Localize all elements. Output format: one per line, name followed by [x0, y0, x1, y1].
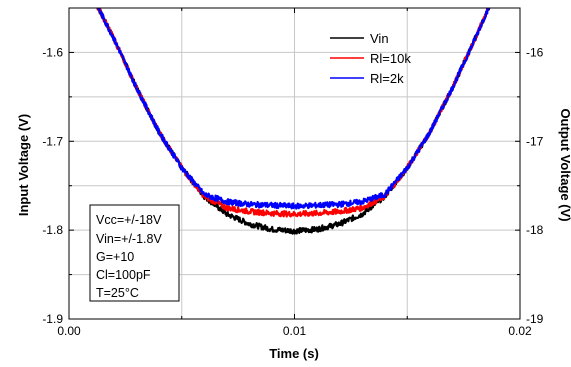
y-left-tick-label: -1.9: [42, 312, 63, 326]
data-point: [474, 38, 476, 40]
data-point: [226, 201, 228, 203]
data-point: [361, 201, 363, 203]
x-tick-label: 0.00: [57, 324, 81, 338]
data-point: [451, 87, 453, 89]
condition-vin: Vin=+/-1.8V: [96, 232, 162, 246]
data-point: [248, 223, 250, 225]
data-point: [203, 194, 205, 196]
y-axis-left-title: Input Voltage (V): [16, 114, 31, 216]
data-point: [406, 167, 408, 169]
data-point: [271, 228, 273, 230]
data-point: [293, 213, 296, 215]
condition-vcc: Vcc=+/-18V: [96, 213, 162, 227]
data-point: [316, 228, 318, 230]
legend-label: Rl=10k: [370, 51, 411, 66]
y-left-tick-label: -1.8: [42, 223, 63, 237]
data-point: [361, 213, 363, 215]
x-tick-label: 0.01: [283, 324, 307, 338]
data-point: [339, 223, 341, 225]
condition-load-cap: Cl=100pF: [96, 268, 151, 282]
data-point: [316, 212, 318, 214]
x-tick-label: 0.02: [508, 324, 532, 338]
series-layer: [95, 8, 491, 235]
data-point: [339, 203, 341, 205]
data-point: [248, 210, 250, 213]
condition-temperature: T=25°C: [96, 286, 139, 300]
ticks: 0.00 0.01 0.02 -1.6 -1.7 -1.8 -1.9 -16 -17 -18 -19: [42, 8, 544, 338]
data-point: [181, 167, 183, 169]
series-line-rl-10k: [96, 8, 490, 218]
x-axis-title: Time (s): [269, 346, 319, 361]
legend-label: Rl=2k: [370, 71, 404, 86]
y-right-tick-label: -16: [526, 45, 544, 59]
legend: Vin Rl=10k Rl=2k: [330, 31, 411, 86]
y-right-tick-label: -19: [526, 312, 544, 326]
data-point: [271, 212, 273, 214]
data-point: [429, 131, 431, 133]
y-left-tick-label: -1.6: [42, 45, 63, 59]
data-point: [136, 87, 138, 89]
y-right-tick-label: -17: [526, 134, 544, 148]
conditions-frame: [89, 204, 180, 302]
y-axis-right-title: Output Voltage (V): [558, 108, 571, 221]
data-point: [361, 207, 363, 209]
data-point: [248, 203, 250, 205]
condition-gain: G=+10: [96, 250, 134, 264]
legend-label: Vin: [370, 31, 389, 46]
data-point: [316, 204, 318, 206]
data-point: [271, 204, 273, 206]
y-right-tick-label: -18: [526, 223, 544, 237]
data-point: [339, 210, 341, 213]
data-point: [293, 205, 296, 207]
conditions-box: Vcc=+/-18V Vin=+/-1.8V G=+10 Cl=100pF T=…: [89, 204, 180, 302]
data-point: [226, 213, 228, 215]
data-point: [293, 230, 296, 232]
y-left-tick-label: -1.7: [42, 134, 63, 148]
series-line-rl-2k: [95, 8, 490, 210]
data-point: [158, 131, 160, 133]
data-point: [384, 194, 386, 196]
data-point: [113, 38, 115, 40]
data-point: [226, 207, 228, 209]
